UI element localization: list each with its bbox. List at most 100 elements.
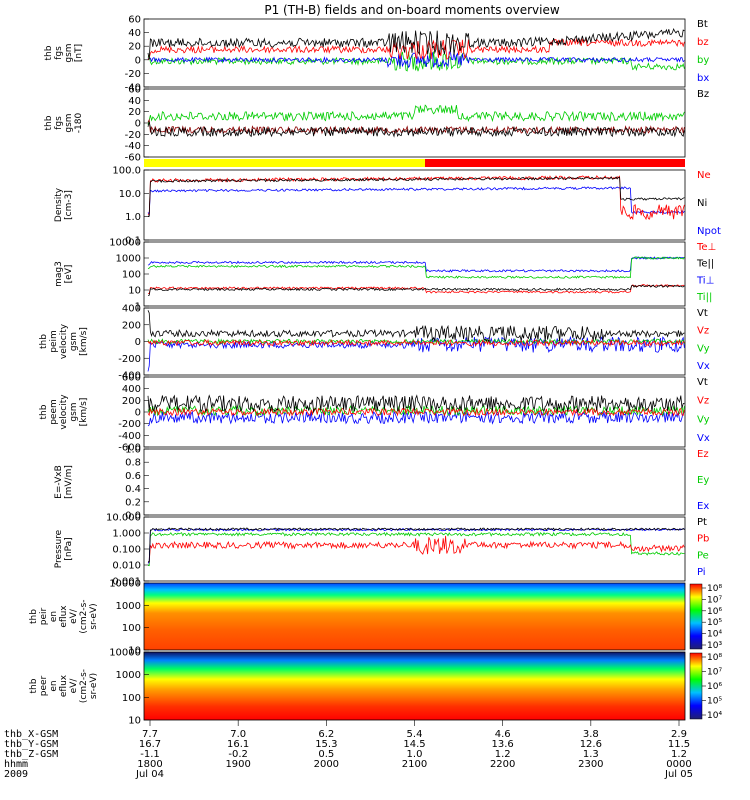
colorbar-tick-label: 10³ — [707, 641, 722, 651]
y-axis-label: fgs — [54, 46, 64, 60]
colorbar-tick-label: 10⁸ — [707, 653, 722, 663]
series-trace-2 — [147, 118, 685, 135]
y-tick-label: 10000 — [109, 238, 141, 249]
mode-bar-fast — [425, 159, 685, 167]
series-trace-2 — [147, 51, 685, 69]
panel-4: 10000 1000 100 10 1 mag3 [eV] Te⊥ Te|| Ti⊥ Ti|| — [54, 238, 716, 313]
y-tick-label: 1.0 — [125, 445, 141, 456]
x-tick-value: 4.6 — [495, 729, 511, 740]
legend-Vz: Vz — [697, 396, 709, 407]
y-axis-label: gsm — [69, 402, 79, 421]
x-tick-value: 2200 — [490, 759, 515, 770]
x-tick-value: 3.8 — [583, 729, 599, 740]
y-tick-label: -400 — [118, 371, 141, 382]
plot-frame — [143, 516, 686, 582]
y-axis-label: Density — [54, 187, 64, 222]
x-row-label: thb_Y-GSM — [4, 739, 58, 750]
legend-Npot: Npot — [697, 226, 721, 237]
legend-Te⊥: Te⊥ — [696, 242, 716, 253]
legend-Ti⊥: Ti⊥ — [696, 275, 714, 286]
colorbar — [689, 583, 703, 650]
y-axis-label: en — [49, 680, 59, 691]
x-tick-value: 1.2 — [495, 749, 511, 760]
x-date-label: Jul 04 — [135, 769, 164, 780]
panel-3: 100.0 10.0 1.0 0.1 Density [cm-3] Ne Ni Npot — [54, 166, 721, 247]
legend-Vz: Vz — [697, 326, 709, 337]
y-axis-label: sr-eV) — [89, 673, 99, 699]
y-axis-label: -180 — [74, 113, 84, 134]
series-trace-1 — [147, 256, 685, 273]
legend-Pi: Pi — [697, 567, 706, 578]
y-tick-label: 200 — [122, 396, 141, 407]
legend-Pb: Pb — [697, 534, 709, 545]
y-tick-label: 40 — [128, 96, 141, 107]
y-axis-label: thb — [39, 334, 49, 349]
y-tick-label: 100 — [122, 623, 141, 634]
panel-5: 400 200 0 -200 -400 thb peim velocity gsm [km/s] V… — [39, 304, 710, 382]
y-tick-label: 10 — [128, 286, 141, 297]
y-tick-label: -40 — [125, 141, 141, 152]
series-trace-1 — [147, 335, 685, 372]
x-row-label: thb_X-GSM — [4, 729, 58, 740]
colorbar-tick-label: 10⁴ — [707, 630, 722, 640]
y-tick-label: 1 — [135, 302, 141, 313]
series-trace-1 — [147, 410, 685, 427]
legend-Ne: Ne — [697, 170, 711, 181]
y-tick-label: 0 — [135, 408, 141, 419]
series-trace-2 — [147, 404, 685, 417]
colorbar-tick-label: 10⁴ — [707, 711, 722, 721]
colorbar-tick-label: 10⁵ — [707, 618, 722, 628]
y-axis-label: velocity — [59, 394, 69, 430]
x-tick-value: 15.3 — [315, 739, 337, 750]
x-tick-value: 2.9 — [671, 729, 687, 740]
y-tick-label: 1.000 — [112, 529, 141, 540]
spectrogram — [144, 652, 685, 720]
legend-bx: bx — [697, 73, 709, 84]
legend-Ti||: Ti|| — [696, 292, 712, 303]
legend-Vx: Vx — [697, 433, 710, 444]
y-axis-label: eV/ — [69, 608, 79, 624]
y-tick-label: 400 — [122, 384, 141, 395]
legend-by: by — [697, 55, 709, 66]
y-tick-label: 200 — [122, 320, 141, 331]
series-trace-4 — [147, 527, 685, 563]
panel-10: 10⁸ 10⁷ 10⁶ 10⁵ 10⁴ 10000 1000 100 10 thb peer en ef… — [29, 648, 722, 727]
y-tick-label: 40 — [128, 28, 141, 39]
y-axis-label: [km/s] — [79, 327, 89, 356]
x-tick-value: 2100 — [402, 759, 427, 770]
legend-Ex: Ex — [697, 501, 709, 512]
legend-Vx: Vx — [697, 361, 710, 372]
x-tick-value: 1.2 — [671, 749, 687, 760]
plot-frame — [143, 169, 686, 241]
x-date-label: Jul 05 — [664, 769, 693, 780]
series-trace-2 — [147, 175, 685, 221]
y-tick-label: 1000 — [116, 670, 141, 681]
legend-Vy: Vy — [697, 343, 710, 354]
x-axis-table: thb_X-GSMthb_Y-GSMthb_Z-GSMhhmm20097.716… — [4, 720, 693, 780]
x-tick-value: 13.6 — [492, 739, 514, 750]
series-trace-1 — [147, 531, 685, 567]
plot-frame — [143, 582, 686, 651]
y-tick-label: -200 — [118, 419, 141, 430]
legend-Vt: Vt — [697, 308, 708, 319]
panel-8: 10.000 1.000 0.100 0.010 0.001 Pressure [nPa] P… — [54, 513, 709, 588]
y-tick-label: 400 — [122, 304, 141, 315]
colorbar-tick-label: 10⁷ — [707, 595, 722, 605]
y-tick-label: 10000 — [109, 648, 141, 659]
y-axis-label: eflux — [59, 605, 69, 628]
x-tick-value: 1800 — [137, 759, 162, 770]
series-trace-3 — [147, 407, 685, 417]
y-axis-label: fgs — [54, 116, 64, 130]
legend-Pt: Pt — [697, 517, 707, 528]
y-axis-label: thb — [29, 678, 39, 693]
legend-bz: bz — [697, 37, 709, 48]
y-tick-label: 100 — [122, 270, 141, 281]
series-trace-2 — [147, 256, 685, 279]
legend-Ey: Ey — [697, 475, 709, 486]
x-tick-value: 1900 — [225, 759, 250, 770]
colorbar-tick-label: 10⁸ — [707, 584, 722, 594]
y-axis-label: E=-VxB — [54, 465, 64, 499]
